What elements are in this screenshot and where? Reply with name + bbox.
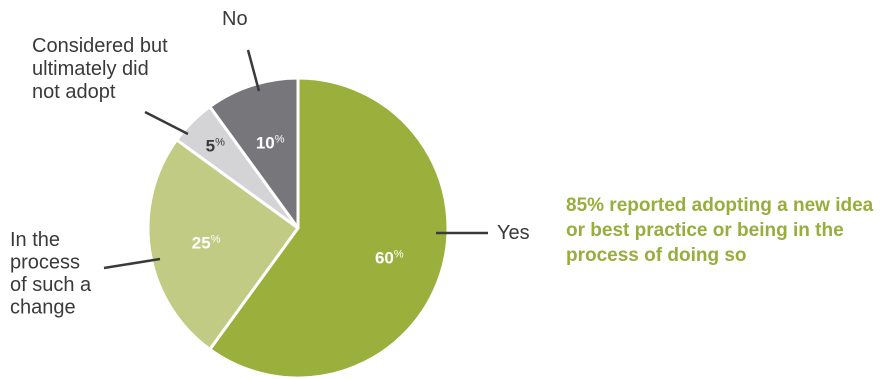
value-label-yes: 60% bbox=[375, 249, 404, 268]
summary-annotation: 85% reported adopting a new idea or best… bbox=[566, 195, 874, 266]
category-label-in_process: In the process of such a change bbox=[10, 229, 92, 319]
category-label-yes: Yes bbox=[497, 222, 530, 244]
pie-labels: 60% Yes 25% In the process of such a change 5% C… bbox=[10, 8, 530, 319]
pie-slice-yes bbox=[208, 76, 450, 379]
leader-line-no bbox=[246, 49, 261, 92]
pie-slices bbox=[146, 76, 450, 379]
category-label-considered: Considered but ultimately did not adopt bbox=[32, 35, 168, 103]
value-label-no: 10% bbox=[256, 133, 285, 152]
pie-slice-no bbox=[208, 76, 300, 230]
value-label-considered: 5% bbox=[206, 136, 225, 155]
value-label-in_process: 25% bbox=[192, 234, 221, 253]
leader-line-in_process bbox=[103, 257, 161, 270]
category-label-no: No bbox=[222, 8, 248, 30]
leader-lines bbox=[103, 49, 488, 270]
pie-slice-in_process bbox=[146, 138, 300, 351]
leader-line-considered bbox=[144, 110, 189, 136]
